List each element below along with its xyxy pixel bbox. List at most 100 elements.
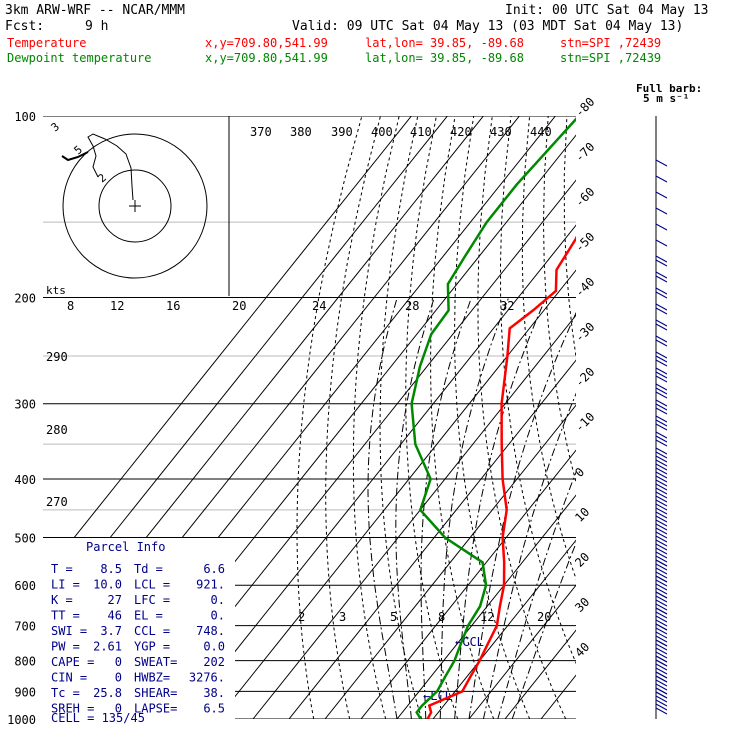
theta-label-370: 370 — [250, 125, 272, 139]
theta-label-440: 440 — [530, 125, 552, 139]
speed-tick-12: 12 — [110, 299, 124, 313]
wind-barb-6-1 — [655, 259, 668, 267]
wind-barb-9-0 — [655, 303, 668, 311]
wind-barb-11-0 — [655, 335, 668, 343]
mixing-ratio-labels: 2 3 5 8 12 20 — [298, 610, 551, 624]
moist-adiabat-28 — [497, 471, 576, 719]
wind-barb-31-2 — [655, 663, 668, 671]
parcel-row-1-col-1: 10.0 — [93, 578, 122, 592]
wind-barb-15-1 — [655, 403, 668, 411]
wind-barb-7-0 — [655, 271, 668, 279]
hodograph-ring-label-1: 3 — [49, 120, 62, 134]
wind-barb-28-2 — [655, 615, 668, 623]
isotherm--10 — [360, 449, 576, 719]
hodograph-ring-inner — [98, 169, 172, 243]
wind-barb-30-0 — [655, 639, 668, 647]
parcel-row-8-col-0: Tc = — [51, 686, 80, 700]
isotherm-label-10: 10 — [572, 505, 592, 525]
mixing-ratio-label-5: 5 — [390, 610, 397, 624]
isotherm-label--20: -20 — [572, 365, 597, 390]
wind-barb-22-2 — [655, 519, 668, 527]
theta-label-280: 280 — [46, 423, 68, 437]
theta-label-270: 270 — [46, 495, 68, 509]
parcel-row-7-col-0: CIN = — [51, 671, 87, 685]
isotherm--50 — [216, 269, 576, 719]
isotherm-20 — [468, 584, 576, 719]
pressure-label-200: 200 — [14, 292, 36, 306]
wind-barb-0-0 — [655, 159, 668, 167]
theta-labels: 370 380 390 400 410 420 430 440 290 280 … — [46, 125, 552, 509]
dry-adiabat-330 — [499, 116, 576, 665]
legend-temperature-xy: x,y=709.80,541.99 — [205, 36, 328, 50]
parcel-row-0-col-2: Td = — [134, 562, 163, 576]
parcel-row-6-col-2: SWEAT= — [134, 655, 177, 669]
wind-barb-8-1 — [655, 291, 668, 299]
barb-key-title: Full barb: — [636, 82, 702, 95]
wind-barb-23-0 — [655, 527, 668, 535]
wind-barb-30-3 — [655, 651, 668, 659]
dry-adiabat-300 — [430, 116, 495, 719]
init-time: Init: 00 UTC Sat 04 May 13 — [505, 3, 709, 18]
parcel-row-4-col-2: CCL = — [134, 624, 170, 638]
wind-barb-13-2 — [655, 375, 668, 383]
theta-label-380: 380 — [290, 125, 312, 139]
parcel-row-8-col-2: SHEAR= — [134, 686, 177, 700]
dry-adiabat-410 — [660, 116, 740, 719]
isotherm-40 — [540, 674, 576, 719]
wind-barb-12-2 — [655, 359, 668, 367]
parcel-row-0-col-0: T = — [51, 562, 73, 576]
parcel-row-9-col-0: SREH = — [51, 702, 94, 716]
dry-adiabat-310 — [454, 116, 531, 719]
wind-barb-27-3 — [655, 603, 668, 611]
wind-barb-29-3 — [655, 635, 668, 643]
pressure-label-400: 400 — [14, 473, 36, 487]
isotherm-label-40: 40 — [572, 640, 592, 660]
moist-adiabat-4 — [395, 297, 435, 719]
parcel-row-5-col-0: PW = — [51, 640, 80, 654]
dry-adiabat-270 — [352, 116, 400, 719]
wind-barb-16-0 — [655, 415, 668, 423]
wind-barb-24-1 — [655, 547, 668, 555]
legend-temperature-stn: stn=SPI ,72439 — [560, 36, 661, 50]
wind-barb-26-0 — [655, 575, 668, 583]
wind-barb-31-0 — [655, 655, 668, 663]
pressure-label-600: 600 — [14, 579, 36, 593]
pressure-label-100: 100 — [14, 110, 36, 124]
isotherm-label--40: -40 — [572, 275, 597, 300]
wind-barb-26-3 — [655, 587, 668, 595]
speed-tick-20: 20 — [232, 299, 246, 313]
wind-barb-4-0 — [655, 223, 668, 231]
legend-temperature-latlon: lat,lon= 39.85, -89.68 — [365, 36, 524, 50]
wind-barb-23-1 — [655, 531, 668, 539]
theta-label-430: 430 — [490, 125, 512, 139]
wind-barb-18-3 — [655, 459, 668, 467]
dry-adiabat-370 — [584, 116, 740, 719]
isotherm-0 — [396, 494, 576, 719]
parcel-row-3-col-3: 0. — [211, 609, 225, 623]
parcel-row-2-col-0: K = — [51, 593, 73, 607]
moist-adiabat-16 — [454, 297, 547, 719]
parcel-row-9-col-1: 0 — [115, 702, 122, 716]
wind-barb-10-1 — [655, 323, 668, 331]
speed-tick-32: 32 — [500, 299, 514, 313]
speed-tick-24: 24 — [312, 299, 326, 313]
wind-barb-7-1 — [655, 275, 668, 283]
isotherm--130 — [43, 116, 412, 578]
isotherm--30 — [288, 359, 576, 719]
wind-barb-27-2 — [655, 599, 668, 607]
wind-barb-19-3 — [655, 475, 668, 483]
wind-barb-32-2 — [655, 679, 668, 687]
moist-adiabat-12 — [439, 297, 510, 719]
wind-barb-32-0 — [655, 671, 668, 679]
parcel-row-2-col-2: LFC = — [134, 593, 170, 607]
wind-barb-18-1 — [655, 451, 668, 459]
parcel-row-3-col-2: EL = — [134, 609, 163, 623]
wind-barb-32-3 — [655, 683, 668, 691]
parcel-info-background — [43, 538, 235, 720]
wind-barb-15-0 — [655, 399, 668, 407]
parcel-row-4-col-0: SWI = — [51, 624, 87, 638]
wind-barb-17-2 — [655, 439, 668, 447]
dry-adiabat-320 — [477, 116, 567, 719]
parcel-row-1-col-3: 921. — [196, 578, 225, 592]
isotherm--20 — [324, 404, 576, 719]
